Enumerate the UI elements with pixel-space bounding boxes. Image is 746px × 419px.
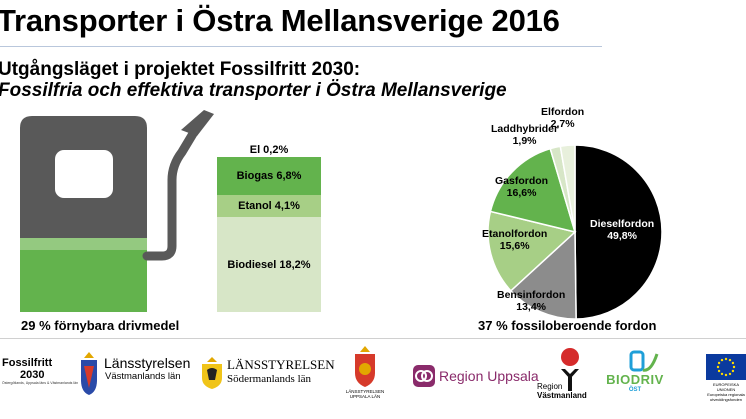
region-vastmanland-line1: Region (537, 382, 563, 391)
subtitle-line-2: Fossilfria och effektiva transporter i Ö… (0, 80, 507, 101)
eu-star (720, 372, 724, 376)
pie-slice-dieselfordon (574, 144, 663, 320)
lansstyrelsen-vastmanland-logo: Länsstyrelsen Västmanlands län (104, 355, 190, 382)
segment-biodiesel-label: Biodiesel 18,2% (227, 258, 311, 271)
region-uppsala-logo: Region Uppsala (439, 368, 539, 384)
pie-label-gasfordon-pct: 16,6% (506, 187, 537, 199)
fossilfritt-logo: Fossilfritt 2030 Östergötlands, Uppsala … (2, 357, 79, 385)
pie-label-elfordon-pct: 2,7% (550, 118, 575, 130)
eu-star (728, 372, 732, 376)
region-vastmanland-logo: Region Västmanland (537, 382, 587, 400)
pie-label-etanolfordon-pct: 15,6% (499, 240, 530, 252)
region-vastmanland-line2: Västmanland (537, 391, 587, 400)
pie-label-elfordon-name: Elfordon (541, 106, 585, 118)
region-vastmanland-icon (561, 348, 579, 391)
eu-star (731, 369, 735, 373)
pie-slice-gasfordon (489, 147, 577, 234)
pie-label-laddhybrider-name: Laddhybrider (491, 123, 559, 135)
lansstyrelsen-sodermanland-line2: Södermanlands län (227, 373, 312, 385)
uppsala-crest-icon (355, 346, 375, 387)
pie-label-elfordon: Elfordon 2,7% (541, 106, 584, 130)
eu-star (731, 361, 735, 365)
pie-label-gasfordon-name: Gasfordon (495, 175, 549, 187)
page-title: Transporter i Östra Mellansverige 2016 (0, 3, 560, 38)
segment-biogas: Biogas 6,8% (217, 157, 321, 195)
title-divider (0, 46, 602, 47)
eu-star (717, 369, 721, 373)
eu-logo-line1: EUROPEISKA UNIONEN (712, 382, 739, 392)
eu-star (724, 373, 728, 377)
biodriv-icon (629, 350, 659, 372)
biodriv-logo: BIODRIV ÖST (606, 372, 664, 393)
pie-label-dieselfordon-name: Dieselfordon (590, 218, 655, 230)
pie-label-laddhybrider-pct: 1,9% (512, 135, 537, 147)
fuel-pump-icon (20, 110, 214, 312)
pie-slice-etanolfordon (487, 210, 577, 292)
subtitle-line-1: Utgångsläget i projektet Fossilfritt 203… (0, 59, 361, 80)
fossilfritt-logo-line3: Östergötlands, Uppsala läns & Västmanlan… (2, 381, 79, 385)
segment-biodiesel: Biodiesel 18,2% (217, 217, 321, 312)
biodriv-logo-line2: ÖST (628, 387, 642, 393)
eu-flag-icon (706, 354, 746, 380)
lansstyrelsen-sodermanland-line1: LÄNSSTYRELSEN (227, 357, 335, 372)
eu-star (724, 357, 728, 361)
vehicle-pie-chart (487, 144, 663, 320)
lansstyrelsen-sodermanland-logo: LÄNSSTYRELSEN Södermanlands län (227, 357, 335, 385)
pie-label-gasfordon: Gasfordon 16,6% (495, 175, 548, 199)
renewables-caption: 29 % förnybara drivmedel (21, 318, 180, 333)
eu-stars-icon (716, 357, 736, 377)
fossilfritt-logo-line1: Fossilfritt (2, 357, 53, 369)
pie-label-dieselfordon: Dieselfordon 49,8% (590, 218, 654, 242)
fossilfritt-logo-line2: 2030 (20, 369, 45, 381)
region-uppsala-icon (413, 365, 435, 387)
lansstyrelsen-vastmanland-line1: Länsstyrelsen (104, 355, 191, 371)
eu-star (732, 365, 736, 369)
segment-etanol-label: Etanol 4,1% (238, 200, 300, 212)
vastmanland-crest-icon (81, 352, 97, 395)
pie-caption: 37 % fossiloberoende fordon (478, 318, 657, 333)
eu-star (728, 358, 732, 362)
lansstyrelsen-vastmanland-line2: Västmanlands län (105, 371, 181, 382)
pie-label-bensinfordon: Bensinfordon 13,4% (497, 289, 565, 313)
segment-el-label: El 0,2% (249, 144, 289, 156)
pie-label-etanolfordon: Etanolfordon 15,6% (482, 228, 547, 252)
eu-star (717, 361, 721, 365)
pie-label-bensinfordon-pct: 13,4% (516, 301, 547, 313)
eu-star (720, 358, 724, 362)
eu-logo-line2: Europeiska regionala utvecklingsfonden (707, 392, 745, 402)
segment-biogas-label: Biogas 6,8% (236, 170, 302, 182)
pie-slice-elfordon (559, 144, 576, 233)
biodriv-logo-line1: BIODRIV (606, 372, 664, 387)
eu-star (716, 365, 720, 369)
logo-divider (0, 338, 746, 339)
lansstyrelsen-uppsala-logo: LÄNSSTYRELSEN UPPSALA LÄN (345, 389, 385, 399)
eu-logo: EUROPEISKA UNIONEN Europeiska regionala … (706, 382, 746, 402)
pie-label-dieselfordon-pct: 49,8% (607, 230, 637, 242)
segment-etanol: Etanol 4,1% (217, 195, 321, 217)
pie-slice-bensinfordon (509, 230, 577, 320)
pie-label-etanolfordon-name: Etanolfordon (482, 228, 548, 240)
sodermanland-crest-icon (202, 357, 222, 389)
pie-label-laddhybrider: Laddhybrider 1,9% (491, 123, 558, 147)
pie-label-bensinfordon-name: Bensinfordon (497, 289, 566, 301)
